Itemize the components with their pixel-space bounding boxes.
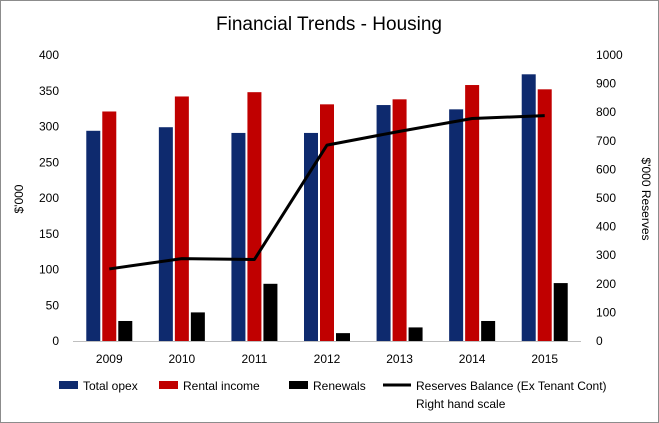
y2-tick-label: 0 bbox=[596, 334, 603, 348]
y2-tick-label: 300 bbox=[596, 248, 616, 262]
y2-axis-label: $'000 Reserves bbox=[639, 157, 653, 240]
legend-swatch-rental-income bbox=[159, 381, 178, 389]
axes: 0 50 100 150 200 250 300 350 400 0 100 200 300 400 500… bbox=[39, 48, 623, 366]
y-axis-label: $'000 bbox=[12, 184, 26, 213]
legend-swatch-renewals bbox=[289, 381, 308, 389]
bar-rental-income bbox=[392, 99, 407, 341]
x-tick-label: 2012 bbox=[314, 352, 341, 366]
y-tick-label: 100 bbox=[39, 263, 59, 277]
y2-tick-label: 1000 bbox=[596, 48, 623, 62]
legend-label-rental-income: Rental income bbox=[183, 379, 260, 393]
bar-total-opex bbox=[449, 109, 464, 341]
bar-rental-income bbox=[465, 85, 480, 341]
legend: Total opex Rental income Renewals Reserv… bbox=[59, 379, 607, 411]
lines bbox=[109, 114, 545, 271]
legend-label-renewals: Renewals bbox=[313, 379, 366, 393]
legend-label-total-opex: Total opex bbox=[83, 379, 138, 393]
bar-renewals bbox=[481, 320, 496, 341]
bar-renewals bbox=[118, 320, 133, 341]
legend-label-reserves: Reserves Balance (Ex Tenant Cont) bbox=[416, 379, 607, 393]
bar-rental-income bbox=[174, 96, 189, 341]
y-tick-label: 250 bbox=[39, 155, 59, 169]
y-tick-label: 350 bbox=[39, 84, 59, 98]
bar-renewals bbox=[190, 312, 205, 341]
bar-renewals bbox=[263, 283, 278, 341]
line-reserves-balance bbox=[109, 114, 545, 271]
y2-tick-label: 200 bbox=[596, 277, 616, 291]
y2-tick-label: 400 bbox=[596, 220, 616, 234]
y2-tick-label: 600 bbox=[596, 162, 616, 176]
y-tick-label: 50 bbox=[46, 298, 60, 312]
bar-total-opex bbox=[376, 105, 391, 341]
bar-renewals bbox=[553, 283, 568, 341]
bars bbox=[86, 74, 568, 342]
x-tick-label: 2009 bbox=[96, 352, 123, 366]
legend-swatch-total-opex bbox=[59, 381, 78, 389]
bar-rental-income bbox=[102, 111, 117, 341]
x-tick-label: 2015 bbox=[531, 352, 558, 366]
y2-tick-label: 100 bbox=[596, 305, 616, 319]
bar-total-opex bbox=[231, 132, 246, 341]
legend-label-reserves-note: Right hand scale bbox=[416, 397, 506, 411]
bar-total-opex bbox=[304, 132, 318, 341]
bar-total-opex bbox=[521, 74, 536, 342]
y-tick-label: 150 bbox=[39, 227, 59, 241]
bar-renewals bbox=[336, 333, 350, 341]
x-tick-label: 2013 bbox=[386, 352, 413, 366]
bar-rental-income bbox=[247, 92, 262, 342]
y2-tick-label: 500 bbox=[596, 191, 616, 205]
y-tick-label: 400 bbox=[39, 48, 59, 62]
bar-total-opex bbox=[158, 127, 173, 341]
y2-tick-label: 700 bbox=[596, 134, 616, 148]
bar-rental-income bbox=[537, 89, 552, 341]
y-tick-label: 200 bbox=[39, 191, 59, 205]
y-tick-label: 0 bbox=[52, 334, 59, 348]
y-tick-label: 300 bbox=[39, 120, 59, 134]
bar-rental-income bbox=[320, 104, 334, 342]
x-tick-label: 2010 bbox=[169, 352, 196, 366]
bar-total-opex bbox=[86, 130, 101, 341]
chart-title: Financial Trends - Housing bbox=[216, 14, 442, 35]
x-tick-label: 2011 bbox=[242, 352, 268, 366]
bar-renewals bbox=[408, 327, 423, 341]
x-tick-label: 2014 bbox=[459, 352, 486, 366]
y2-tick-label: 900 bbox=[596, 77, 616, 91]
y2-tick-label: 800 bbox=[596, 105, 616, 119]
